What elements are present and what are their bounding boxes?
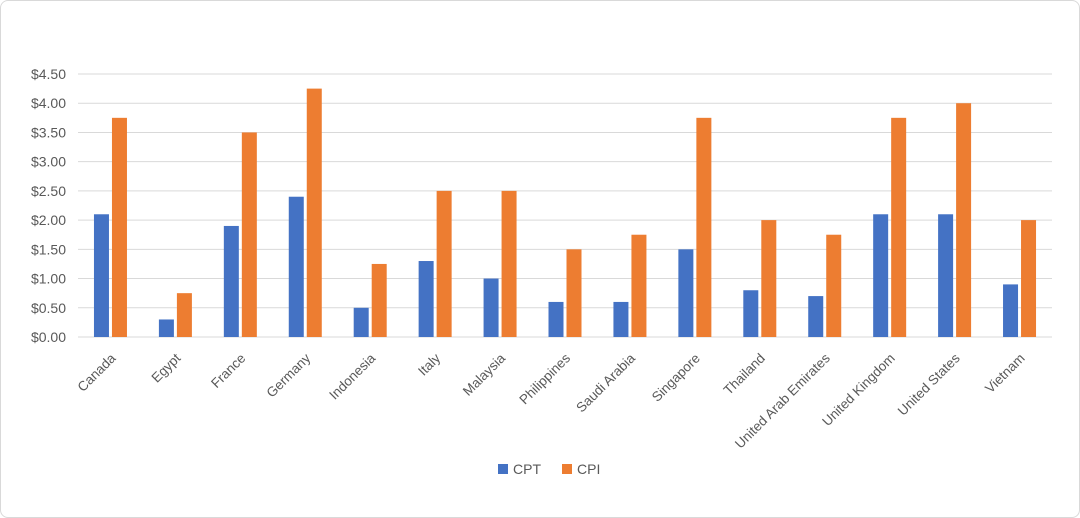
bars: [93, 88, 1037, 337]
bar-cpt-united-arab-emirates: [808, 296, 824, 337]
legend-label-cpi: CPI: [577, 461, 600, 477]
legend-swatch-cpi: [562, 464, 572, 474]
bar-cpt-vietnam: [1003, 284, 1019, 337]
bar-cpi-indonesia: [371, 263, 387, 337]
x-tick-label: Italy: [415, 350, 443, 378]
y-tick-label: $1.50: [31, 241, 66, 257]
bar-cpi-malaysia: [501, 190, 517, 337]
x-tick-label: Singapore: [649, 351, 703, 405]
bar-cpt-philippines: [548, 301, 564, 337]
bar-cpt-malaysia: [483, 278, 499, 337]
bar-cpi-thailand: [761, 220, 777, 337]
bar-cpi-vietnam: [1021, 220, 1037, 337]
bar-cpt-canada: [93, 214, 109, 337]
x-tick-label: Saudi Arabia: [573, 350, 638, 415]
y-tick-label: $3.50: [31, 124, 66, 140]
x-tick-label: Indonesia: [326, 350, 378, 402]
x-tick-label: Germany: [264, 350, 314, 400]
bar-cpi-canada: [111, 117, 127, 337]
y-tick-label: $4.00: [31, 95, 66, 111]
bar-cpt-indonesia: [353, 307, 369, 337]
bar-cpi-philippines: [566, 249, 582, 337]
y-tick-label: $2.50: [31, 183, 66, 199]
bar-cpi-united-arab-emirates: [826, 234, 842, 337]
y-tick-label: $0.50: [31, 300, 66, 316]
x-tick-label: Malaysia: [460, 350, 509, 399]
bar-cpi-united-states: [956, 103, 972, 337]
y-tick-label: $1.00: [31, 271, 66, 287]
y-tick-label: $3.00: [31, 154, 66, 170]
x-tick-label: Canada: [75, 350, 119, 394]
bar-cpt-united-kingdom: [873, 214, 889, 337]
bar-cpi-united-kingdom: [891, 117, 907, 337]
x-axis-tick-labels: Canada Egypt France Germany Indonesia Italy Ma…: [75, 350, 1028, 451]
bar-cpt-thailand: [743, 290, 759, 337]
bar-cpi-france: [241, 132, 257, 337]
bar-cpi-egypt: [176, 293, 192, 337]
bar-cpi-saudi-arabia: [631, 234, 647, 337]
y-tick-label: $4.50: [31, 66, 66, 82]
x-tick-label: Philippines: [516, 350, 573, 407]
bar-cpt-egypt: [158, 319, 174, 337]
y-tick-label: $2.00: [31, 212, 66, 228]
x-tick-label: Vietnam: [982, 351, 1027, 396]
bar-cpi-singapore: [696, 117, 712, 337]
gridlines: [78, 73, 1052, 338]
legend-swatch-cpt: [498, 464, 508, 474]
y-axis-tick-labels: $0.00 $0.50 $1.00 $1.50 $2.00 $2.50 $3.00 $3.50…: [31, 66, 66, 345]
bar-cpt-saudi-arabia: [613, 301, 629, 337]
bar-cpt-italy: [418, 261, 434, 337]
y-tick-label: $0.00: [31, 329, 66, 345]
bar-cpt-united-states: [938, 214, 954, 337]
bar-cpt-germany: [288, 196, 304, 337]
x-tick-label: Thailand: [721, 351, 768, 398]
bar-cpt-france: [223, 225, 239, 337]
legend: CPT CPI: [498, 461, 600, 477]
x-tick-label: United States: [895, 350, 963, 418]
legend-label-cpt: CPT: [513, 461, 541, 477]
x-tick-label: Egypt: [148, 350, 183, 385]
bar-cpt-singapore: [678, 249, 694, 337]
bar-cpi-italy: [436, 190, 452, 337]
bar-cpi-germany: [306, 88, 322, 337]
x-tick-label: France: [208, 351, 248, 391]
